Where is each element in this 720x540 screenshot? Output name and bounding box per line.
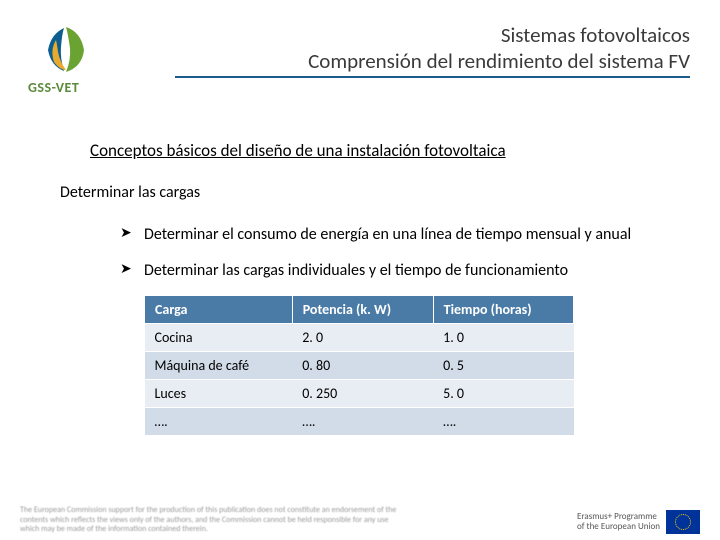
cell-time: 0. 5 [433,351,573,379]
bullet-item: Determinar las cargas individuales y el … [120,256,660,286]
cell-power: …. [292,407,433,435]
title-underline [175,76,690,78]
cell-load: Máquina de café [145,351,293,379]
section-heading: Conceptos básicos del diseño de una inst… [90,140,660,161]
bullet-item: Determinar el consumo de energía en una … [120,220,660,250]
table-row: Máquina de café 0. 80 0. 5 [145,351,574,379]
table-header-row: Carga Potencia (k. W) Tiempo (horas) [145,295,574,323]
subheading: Determinar las cargas [60,183,660,202]
cell-power: 0. 80 [292,351,433,379]
title-area: Sistemas fotovoltaicos Comprensión del r… [308,22,690,75]
eu-flag-icon [666,510,700,534]
title-line-2: Comprensión del rendimiento del sistema … [308,48,690,74]
title-line-1: Sistemas fotovoltaicos [308,22,690,48]
table-row: Cocina 2. 0 1. 0 [145,323,574,351]
table-row: Luces 0. 250 5. 0 [145,379,574,407]
funding-text: Erasmus+ Programme of the European Union [577,512,660,532]
logo-text: GSS-VET [28,79,123,96]
cell-load: …. [145,407,293,435]
cell-load: Luces [145,379,293,407]
slide-header: GSS-VET Sistemas fotovoltaicos Comprensi… [0,0,720,95]
cell-power: 0. 250 [292,379,433,407]
loads-table: Carga Potencia (k. W) Tiempo (horas) Coc… [144,295,574,436]
cell-time: 1. 0 [433,323,573,351]
col-header-load: Carga [145,295,293,323]
funding-line-2: of the European Union [577,522,660,532]
footer-funding: Erasmus+ Programme of the European Union [577,510,700,534]
bullet-list: Determinar el consumo de energía en una … [90,220,660,287]
cell-power: 2. 0 [292,323,433,351]
col-header-power: Potencia (k. W) [292,295,433,323]
col-header-time: Tiempo (horas) [433,295,573,323]
logo-swirl-icon [36,22,96,77]
logo: GSS-VET [28,22,123,96]
content-area: Conceptos básicos del diseño de una inst… [0,95,720,436]
footer-disclaimer: The European Commission support for the … [20,506,400,534]
cell-time: 5. 0 [433,379,573,407]
cell-time: …. [433,407,573,435]
table-row: …. …. …. [145,407,574,435]
slide-footer: The European Commission support for the … [20,506,700,534]
cell-load: Cocina [145,323,293,351]
